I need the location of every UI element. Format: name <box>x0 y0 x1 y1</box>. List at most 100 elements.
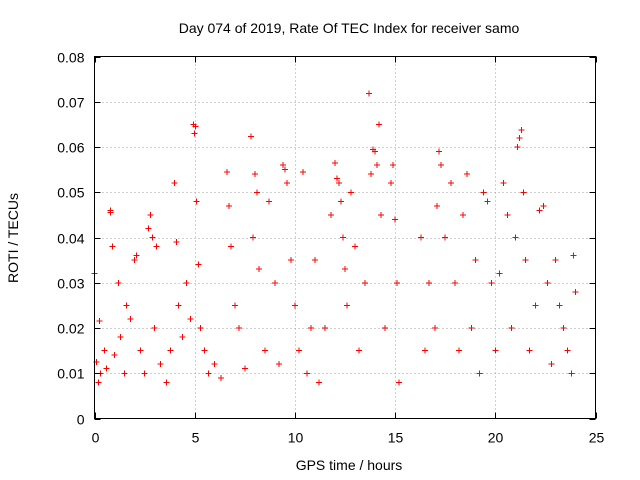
data-point <box>522 257 529 264</box>
data-point <box>464 171 471 178</box>
data-point <box>153 243 160 250</box>
data-point <box>442 234 449 241</box>
data-point <box>171 180 178 187</box>
data-point <box>392 216 399 223</box>
data-point <box>131 257 138 264</box>
data-point <box>96 318 103 325</box>
data-point <box>327 211 334 218</box>
data-point <box>283 180 290 187</box>
data-point <box>492 347 499 354</box>
data-point <box>307 325 314 331</box>
data-point <box>201 347 208 354</box>
data-point <box>572 288 579 295</box>
data-point <box>422 347 429 354</box>
x-tick-label: 15 <box>388 430 404 446</box>
data-point <box>249 234 256 241</box>
data-points <box>91 90 579 386</box>
data-point <box>426 279 433 286</box>
data-point <box>253 189 260 196</box>
data-point <box>255 266 262 273</box>
data-point <box>516 134 523 141</box>
data-point <box>191 130 198 137</box>
data-point <box>192 123 199 130</box>
data-point <box>299 168 306 175</box>
data-point <box>225 202 232 209</box>
y-axis-label: ROTI / TECUs <box>5 193 21 283</box>
data-point <box>217 374 224 381</box>
y-tick-label: 0.08 <box>57 50 84 66</box>
data-point <box>261 347 268 354</box>
data-point <box>117 334 124 341</box>
data-point <box>331 159 338 166</box>
y-tick-label: 0.02 <box>57 321 84 337</box>
data-point <box>147 211 154 218</box>
data-point <box>520 189 527 196</box>
data-point <box>279 162 286 169</box>
data-point <box>372 148 379 155</box>
chart-title: Day 074 of 2019, Rate Of TEC Index for r… <box>179 20 520 36</box>
data-point <box>552 257 559 264</box>
data-point <box>321 325 328 331</box>
data-point <box>179 334 186 341</box>
data-point <box>418 234 425 241</box>
data-point <box>536 207 543 214</box>
data-point <box>540 202 547 209</box>
data-point <box>396 379 403 386</box>
x-axis-label: GPS time / hours <box>296 457 403 473</box>
data-point <box>145 225 152 232</box>
y-tick-label: 0 <box>77 412 85 428</box>
data-point <box>127 315 134 322</box>
data-point <box>484 198 491 205</box>
data-point <box>376 121 383 128</box>
data-point <box>456 347 463 354</box>
data-point <box>123 302 130 309</box>
data-point <box>568 370 575 377</box>
data-point <box>291 302 298 309</box>
data-point <box>133 252 140 259</box>
data-point <box>342 266 348 273</box>
data-point <box>101 347 108 354</box>
data-point <box>438 162 445 169</box>
data-point <box>311 257 318 264</box>
data-point <box>287 257 294 264</box>
data-point <box>382 325 389 331</box>
data-point <box>235 325 242 331</box>
data-point <box>335 180 342 187</box>
axes: 0 0.01 0.02 0.03 0.04 0.05 0.06 0.07 0.08 0 5 10 15 2… <box>57 50 604 446</box>
plot-frame <box>94 56 596 419</box>
y-tick-label: 0.05 <box>57 185 84 201</box>
data-point <box>344 302 351 309</box>
data-point <box>265 198 272 205</box>
data-point <box>103 365 110 372</box>
grid <box>94 56 596 419</box>
y-tick-label: 0.01 <box>57 366 84 382</box>
data-point <box>362 279 369 286</box>
data-point <box>348 189 355 196</box>
data-point <box>137 347 144 354</box>
data-point <box>227 243 234 250</box>
data-point <box>193 198 200 205</box>
data-point <box>111 352 118 359</box>
data-point <box>295 347 302 354</box>
data-point <box>141 370 148 377</box>
data-point <box>121 370 128 377</box>
data-point <box>436 148 443 155</box>
data-point <box>432 325 439 331</box>
data-point <box>163 379 170 386</box>
x-tick-label: 20 <box>488 430 504 446</box>
data-point <box>480 189 487 196</box>
data-point <box>356 347 363 354</box>
data-point <box>512 234 519 241</box>
data-point <box>107 209 114 216</box>
data-point <box>211 361 218 368</box>
data-point <box>149 234 156 241</box>
data-point <box>388 180 395 187</box>
data-point <box>175 302 182 309</box>
data-point <box>496 270 503 277</box>
x-tick-label: 25 <box>589 430 605 446</box>
data-point <box>315 379 322 386</box>
data-point <box>223 168 230 175</box>
y-tick-label: 0.06 <box>57 140 84 156</box>
data-point <box>231 302 238 309</box>
